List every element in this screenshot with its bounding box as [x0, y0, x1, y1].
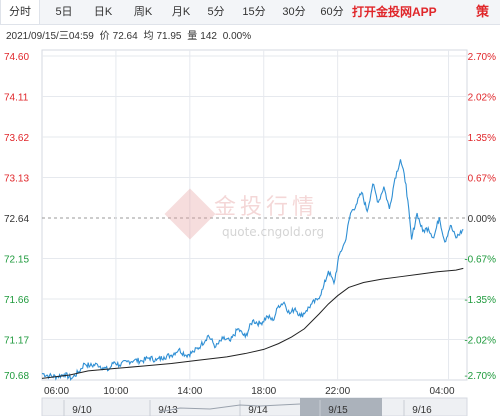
right-tick-label: 1.35%: [468, 133, 496, 144]
navigator-date-label: 9/15: [328, 405, 348, 416]
y-tick-label: 71.17: [4, 336, 29, 347]
watermark-url: quote.cngold.org: [222, 225, 324, 239]
right-tick-label: -2.70%: [464, 371, 496, 382]
x-tick-label: 04:00: [429, 386, 454, 397]
x-tick-label: 18:00: [251, 386, 276, 397]
right-tick-label: -2.02%: [464, 336, 496, 347]
right-tick-label: 2.70%: [468, 52, 496, 63]
y-tick-label: 73.13: [4, 174, 29, 185]
right-tick-label: 0.00%: [468, 214, 496, 225]
x-tick-label: 22:00: [325, 386, 350, 397]
watermark-diamond-icon: [165, 189, 216, 240]
chart-series: [42, 159, 463, 379]
y-tick-label: 73.62: [4, 133, 29, 144]
x-tick-label: 14:00: [177, 386, 202, 397]
y-tick-label: 70.68: [4, 371, 29, 382]
right-tick-label: 0.67%: [468, 174, 496, 185]
price-line: [42, 159, 463, 379]
y-tick-label: 72.64: [4, 214, 29, 225]
y-tick-label: 72.15: [4, 255, 29, 266]
navigator-date-label: 9/10: [72, 405, 92, 416]
navigator-date-label: 9/14: [248, 405, 268, 416]
x-tick-label: 06:00: [44, 386, 69, 397]
y-tick-label: 74.60: [4, 52, 29, 63]
navigator-date-label: 9/16: [412, 405, 432, 416]
y-tick-label: 71.66: [4, 295, 29, 306]
watermark-logo: [165, 189, 216, 240]
right-tick-label: -0.67%: [464, 255, 496, 266]
average-line: [42, 268, 463, 378]
y-tick-label: 74.11: [4, 93, 29, 104]
right-tick-label: 2.02%: [468, 93, 496, 104]
watermark-brand: 金投行情: [214, 195, 318, 220]
right-tick-label: -1.35%: [464, 295, 496, 306]
x-tick-label: 10:00: [103, 386, 128, 397]
date-navigator[interactable]: 9/10 9/13 9/14 9/15 9/16: [42, 398, 467, 416]
watermark: 金投行情 quote.cngold.org: [165, 189, 325, 240]
